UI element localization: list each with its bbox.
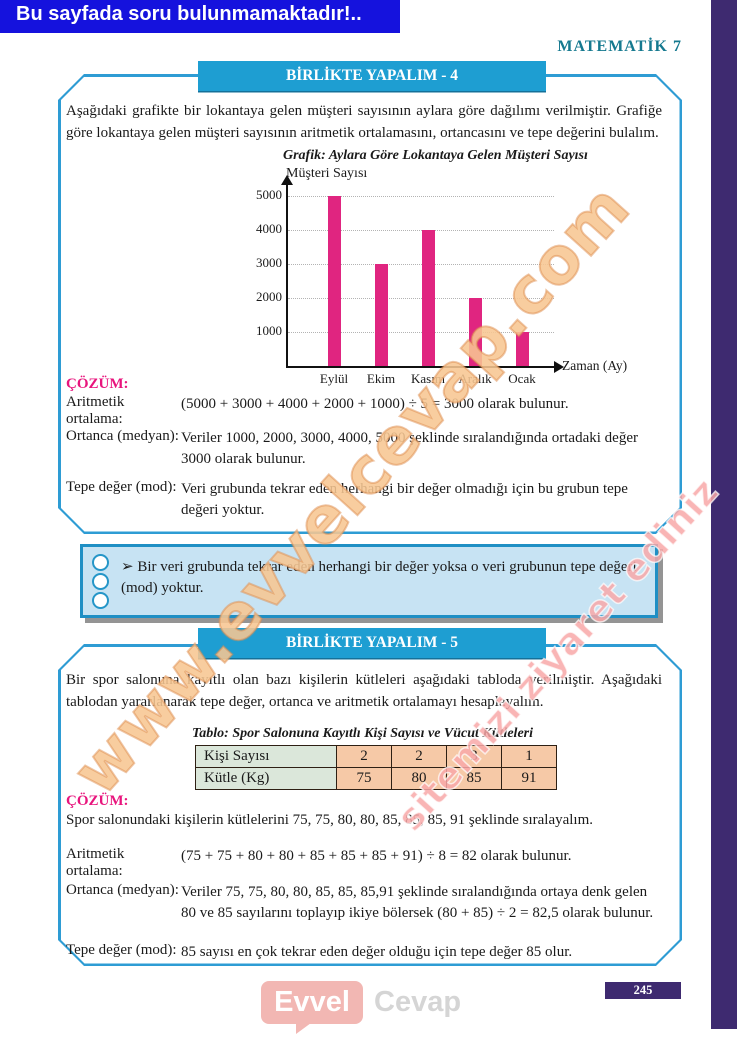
chart-bar bbox=[469, 298, 482, 366]
y-tick-label: 3000 bbox=[256, 255, 282, 270]
y-axis-line bbox=[286, 184, 288, 368]
page-number: 245 bbox=[605, 982, 681, 999]
solution-row-text: (75 + 75 + 80 + 80 + 85 + 85 + 85 + 91) … bbox=[181, 848, 572, 864]
value-cell: 75 bbox=[336, 767, 392, 790]
section4-header: BİRLİKTE YAPALIM - 4 bbox=[198, 61, 546, 91]
logo-bubble-tail bbox=[296, 1023, 311, 1034]
solution-row-text: Veriler 1000, 2000, 3000, 4000, 5000 şek… bbox=[181, 430, 638, 467]
note-callout: ➢ Bir veri grubunda tekrar eden herhangi… bbox=[80, 544, 658, 618]
chart-bar bbox=[328, 196, 341, 366]
top-banner-text: Bu sayfada soru bulunmamaktadır!.. bbox=[16, 3, 362, 25]
section5-paragraph: Bir spor salonuna kayıtlı olan bazı kişi… bbox=[66, 672, 662, 710]
solution-row-label: Tepe değer (mod): bbox=[66, 479, 177, 495]
y-tick-label: 1000 bbox=[256, 323, 282, 338]
value-cell: 2 bbox=[391, 745, 447, 768]
solution-row-label: Ortanca (medyan): bbox=[66, 882, 179, 898]
row-header-cell: Kütle (Kg) bbox=[195, 767, 337, 790]
note-text: ➢ Bir veri grubunda tekrar eden herhangi… bbox=[121, 559, 637, 596]
binder-ring-icon bbox=[92, 554, 109, 571]
gridline bbox=[288, 332, 554, 333]
row-header-cell: Kişi Sayısı bbox=[195, 745, 337, 768]
section5-box bbox=[58, 644, 682, 966]
solution-row-label: Ortanca (medyan): bbox=[66, 428, 179, 444]
value-cell: 85 bbox=[446, 767, 502, 790]
solution-row-label: Aritmetik ortalama: bbox=[66, 846, 125, 879]
x-axis-line bbox=[286, 366, 556, 368]
chart-x-axis-label: Zaman (Ay) bbox=[562, 358, 628, 373]
gridline bbox=[288, 230, 554, 231]
solution-row-label: Tepe değer (mod): bbox=[66, 942, 177, 958]
y-tick-label: 5000 bbox=[256, 187, 282, 202]
gridline bbox=[288, 298, 554, 299]
value-cell: 1 bbox=[501, 745, 557, 768]
chart-bar bbox=[516, 332, 529, 366]
solution-heading: ÇÖZÜM: bbox=[66, 376, 129, 392]
weights-table: Kişi Sayısı 2 2 3 1 Kütle (Kg) 75 80 85 … bbox=[195, 745, 557, 790]
table-title: Tablo: Spor Salonuna Kayıtlı Kişi Sayısı… bbox=[192, 726, 533, 741]
bar-chart: 1000 2000 3000 4000 5000 Eylül Ekim Kasım Aralık… bbox=[248, 175, 578, 392]
y-tick-label: 4000 bbox=[256, 221, 282, 236]
y-tick-label: 2000 bbox=[256, 289, 282, 304]
value-cell: 2 bbox=[336, 745, 392, 768]
binder-ring-icon bbox=[92, 592, 109, 609]
binder-ring-icon bbox=[92, 573, 109, 590]
side-strip bbox=[711, 0, 737, 1029]
section4-box bbox=[58, 74, 682, 534]
x-tick-label: Ocak bbox=[508, 371, 536, 386]
solution-row-text: (5000 + 3000 + 4000 + 2000 + 1000) ÷ 5 =… bbox=[181, 396, 569, 412]
section4-paragraph: Aşağıdaki grafikte bir lokantaya gelen m… bbox=[66, 103, 662, 141]
chart-y-axis-label: Müşteri Sayısı bbox=[286, 166, 368, 181]
y-axis-arrow-icon bbox=[281, 175, 293, 185]
table-row: Kişi Sayısı 2 2 3 1 bbox=[195, 745, 557, 768]
x-tick-label: Ekim bbox=[366, 371, 396, 386]
top-banner: Bu sayfada soru bulunmamaktadır!.. bbox=[0, 0, 400, 33]
gridline bbox=[288, 196, 554, 197]
section5-box-fill bbox=[61, 647, 680, 964]
solution-row-text: Veri grubunda tekrar eden herhangi bir d… bbox=[181, 481, 628, 518]
site-logo: Evvel bbox=[261, 981, 363, 1024]
gridline bbox=[288, 264, 554, 265]
section4-box-fill bbox=[61, 77, 680, 532]
solution-row-label: Aritmetik ortalama: bbox=[66, 394, 125, 427]
book-title: MATEMATİK 7 bbox=[557, 38, 682, 55]
chart-title: Grafik: Aylara Göre Lokantaya Gelen Müşt… bbox=[283, 148, 588, 163]
value-cell: 3 bbox=[446, 745, 502, 768]
solution-sort-line: Spor salonundaki kişilerin kütlelerini 7… bbox=[66, 812, 594, 828]
table-row: Kütle (Kg) 75 80 85 91 bbox=[195, 767, 557, 790]
solution-heading: ÇÖZÜM: bbox=[66, 793, 129, 809]
value-cell: 91 bbox=[501, 767, 557, 790]
solution-row-text: Veriler 75, 75, 80, 80, 85, 85, 85,91 şe… bbox=[181, 884, 654, 921]
solution-row-text: 85 sayısı en çok tekrar eden değer olduğ… bbox=[181, 944, 573, 960]
section5-header: BİRLİKTE YAPALIM - 5 bbox=[198, 628, 546, 658]
value-cell: 80 bbox=[391, 767, 447, 790]
chart-bar bbox=[422, 230, 435, 366]
site-logo-text: Cevap bbox=[374, 986, 462, 1018]
chart-bar bbox=[375, 264, 388, 366]
x-axis-arrow-icon bbox=[554, 361, 564, 373]
x-tick-label: Aralık bbox=[458, 371, 492, 386]
x-tick-label: Kasım bbox=[411, 371, 445, 386]
x-tick-label: Eylül bbox=[319, 371, 349, 386]
